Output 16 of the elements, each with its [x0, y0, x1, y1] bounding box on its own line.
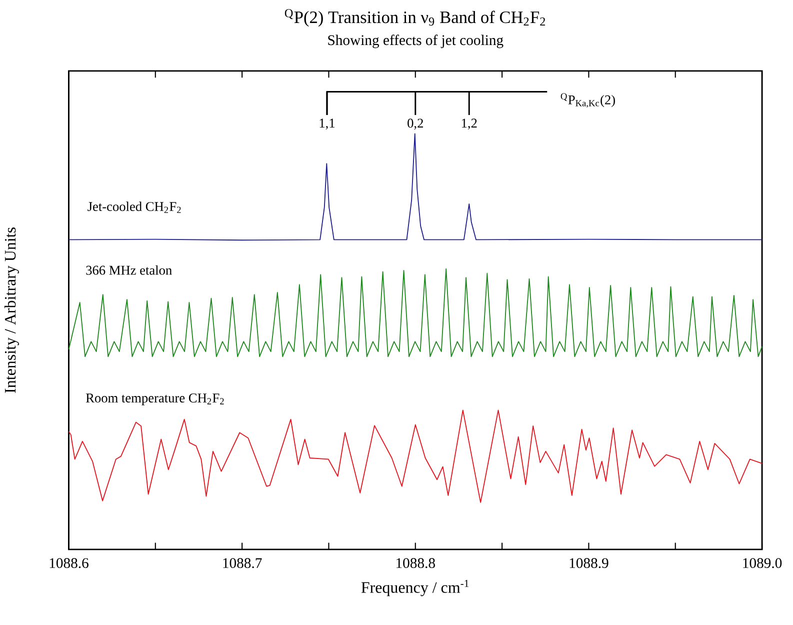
y-axis-title: Intensity / Arbitrary Units: [4, 227, 19, 393]
x-tick-label: 1088.6: [50, 558, 88, 568]
annotation: 0,2: [408, 118, 423, 130]
text: Room temperature CH$_{2}$F$_{2}$: [86, 393, 224, 406]
x-tick-label: 1089.0: [743, 558, 782, 568]
text: $^{Q}$P$_{Ka,Kc}$(2): [560, 93, 615, 108]
annotation: 1,1: [320, 118, 335, 130]
text: Jet-cooled CH$_{2}$F$_{2}$: [88, 201, 181, 213]
chart-subtitle: Showing effects of jet cooling: [328, 34, 504, 48]
x-tick-label: 1088.7: [223, 558, 262, 568]
x-tick-label: 1088.8: [396, 558, 435, 568]
series-label: 366 MHz etalon: [86, 265, 172, 275]
x-axis-title: Frequency / cm$^{-1}$: [361, 580, 469, 596]
chart-title: $^{Q}$P(2) Transition in ν$_{9}$ Band of CH$_{2}$F$_{2}$: [284, 8, 546, 26]
x-tick-label: 1088.9: [570, 558, 608, 568]
annotation: 1,2: [462, 118, 477, 130]
